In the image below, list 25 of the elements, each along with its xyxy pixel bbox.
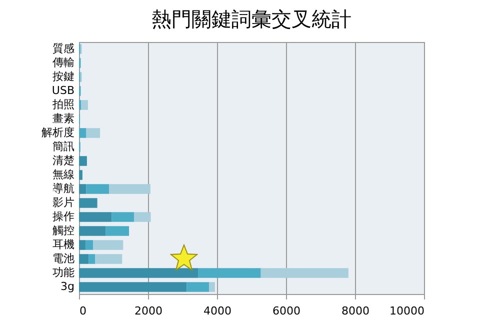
y-tick-label: 解析度 — [42, 126, 74, 139]
x-tick-label: 0 — [80, 304, 86, 318]
y-tick-label: 拍照 — [52, 98, 74, 111]
y-tick-label: 導航 — [52, 182, 74, 195]
x-tick-label: 6000 — [272, 304, 300, 318]
y-tick-label: 質感 — [52, 42, 74, 55]
y-tick-label: 功能 — [52, 266, 74, 279]
y-tick-label: 無線 — [52, 168, 74, 181]
y-tick-label: 操作 — [52, 210, 74, 223]
y-tick-label: 電池 — [52, 252, 74, 265]
y-tick-label: 影片 — [52, 196, 74, 209]
y-tick-label: USB — [52, 84, 74, 97]
x-tick-label: 4000 — [204, 304, 232, 318]
chart-title: 熱門關鍵詞彙交叉統計 — [152, 7, 352, 31]
y-tick-label: 觸控 — [52, 224, 74, 237]
y-tick-label: 清楚 — [52, 154, 74, 167]
x-tick-label: 10000 — [390, 304, 424, 318]
y-tick-label: 畫素 — [52, 112, 74, 125]
y-tick-label: 按鍵 — [52, 70, 74, 83]
x-tick-label: 8000 — [342, 304, 370, 318]
y-tick-label: 3g — [60, 280, 74, 293]
y-tick-label: 耳機 — [52, 238, 74, 251]
x-tick-label: 2000 — [134, 304, 162, 318]
y-tick-label: 傳輸 — [52, 56, 74, 69]
y-tick-label: 簡訊 — [52, 140, 74, 153]
